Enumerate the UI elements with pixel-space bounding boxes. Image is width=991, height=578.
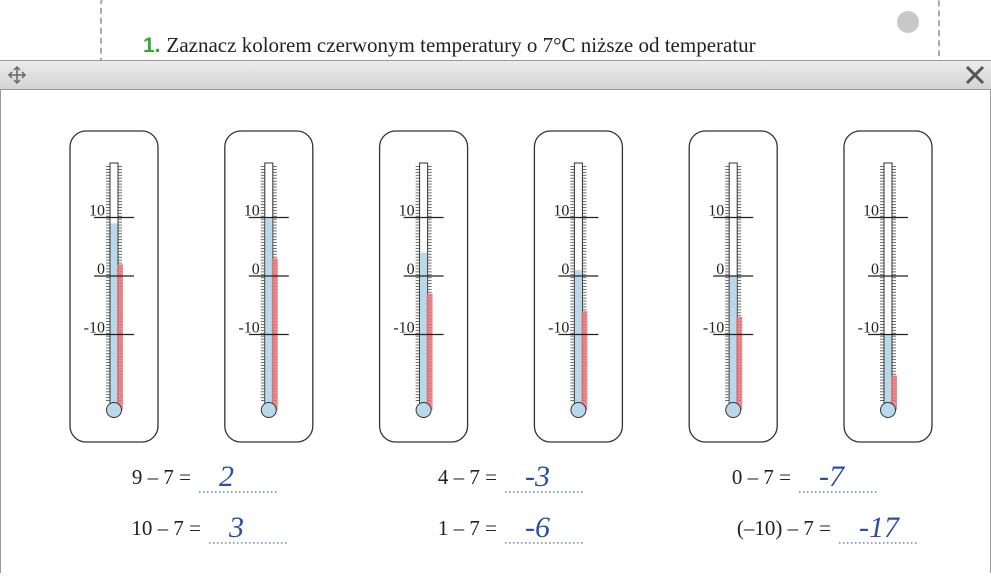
- marked-fill: [117, 264, 123, 410]
- task-text: Zaznacz kolorem czerwonym temperatury o …: [166, 33, 756, 57]
- scale-label: -10: [703, 320, 724, 337]
- scale-label: 0: [97, 261, 105, 278]
- scale-label: 0: [561, 261, 569, 278]
- marked-fill: [581, 311, 588, 410]
- answer: -17: [859, 511, 901, 544]
- temperature-fill: [265, 217, 273, 410]
- scale-label: 0: [716, 261, 724, 278]
- expression: (–10) – 7 =: [737, 516, 831, 540]
- expand-button[interactable]: [897, 11, 919, 33]
- bulb: [106, 402, 122, 418]
- window-icons: [7, 65, 985, 85]
- scale-label: -10: [84, 320, 105, 337]
- expression: 1 – 7 =: [438, 516, 497, 540]
- bulb: [260, 402, 277, 418]
- answer: -3: [525, 460, 550, 493]
- answer: -7: [819, 460, 846, 493]
- expression: 4 – 7 =: [438, 465, 497, 489]
- scale-label: 10: [89, 203, 105, 220]
- bulb: [415, 402, 432, 418]
- task-area: 1. Zaznacz kolorem czerwonym temperatury …: [0, 0, 991, 74]
- scale-label: -10: [393, 320, 414, 337]
- answer: -6: [525, 511, 550, 544]
- bulb: [570, 402, 587, 418]
- close-button[interactable]: [965, 65, 985, 85]
- scale-label: 10: [863, 203, 879, 220]
- expression: 9 – 7 =: [132, 465, 191, 489]
- bulb: [725, 402, 742, 418]
- expression: 0 – 7 =: [732, 465, 791, 489]
- exercise: 10 0 -10 10 0 -10 10 0 -10 10 0 -10 10 0 -10 10 0 -10 9 – …: [69, 130, 933, 544]
- temperature-fill: [110, 223, 118, 410]
- scale-label: -10: [548, 320, 569, 337]
- task: 1. Zaznacz kolorem czerwonym temperatury …: [143, 33, 756, 58]
- scale-label: 10: [244, 203, 260, 220]
- expression: 10 – 7 =: [131, 516, 201, 540]
- temperature-fill: [884, 334, 892, 410]
- marked-fill: [891, 375, 897, 410]
- scale-label: -10: [858, 320, 879, 337]
- scale-label: 0: [252, 261, 260, 278]
- scale-label: 10: [399, 203, 415, 220]
- scale-label: 10: [708, 203, 724, 220]
- temperature-fill: [729, 276, 737, 410]
- bulb: [880, 402, 896, 418]
- answer: 3: [228, 511, 244, 544]
- move-handle[interactable]: [7, 65, 27, 85]
- temperature-fill: [574, 270, 582, 410]
- temperature-fill: [420, 252, 428, 410]
- scale-label: 0: [871, 261, 879, 278]
- window-bar: [0, 60, 991, 90]
- marked-fill: [736, 316, 743, 410]
- scale-label: -10: [238, 320, 259, 337]
- content: 10 0 -10 10 0 -10 10 0 -10 10 0 -10 10 0 -10 10 0 -10 9 – …: [0, 90, 991, 573]
- scale-label: 0: [407, 261, 415, 278]
- answer: 2: [219, 460, 234, 493]
- marked-fill: [426, 293, 433, 410]
- task-number: 1.: [143, 34, 161, 57]
- scale-label: 10: [553, 203, 569, 220]
